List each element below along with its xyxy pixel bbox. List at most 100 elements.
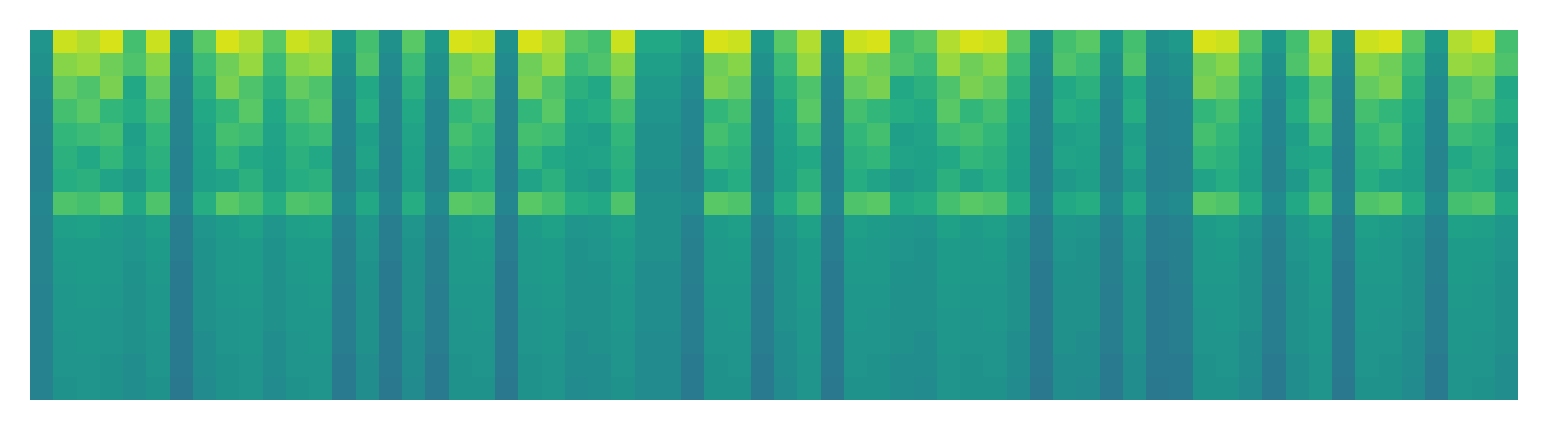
heatmap-cell bbox=[495, 308, 519, 332]
heatmap-cell bbox=[239, 215, 263, 239]
heatmap-cell bbox=[1146, 99, 1170, 123]
heatmap-cell bbox=[867, 308, 891, 332]
heatmap-cell bbox=[1007, 146, 1031, 170]
heatmap-cell bbox=[635, 30, 659, 54]
heatmap-cell bbox=[960, 354, 984, 378]
heatmap-cell bbox=[1169, 192, 1193, 216]
heatmap-cell bbox=[960, 99, 984, 123]
heatmap-cell bbox=[1100, 146, 1124, 170]
heatmap-cell bbox=[356, 284, 380, 308]
heatmap-cell bbox=[1425, 123, 1449, 147]
heatmap-cell bbox=[1239, 192, 1263, 216]
heatmap-cell bbox=[797, 53, 821, 77]
heatmap-cell bbox=[821, 76, 845, 100]
heatmap-cell bbox=[216, 53, 240, 77]
heatmap-cell bbox=[588, 99, 612, 123]
heatmap-cell bbox=[1076, 238, 1100, 262]
heatmap-cell bbox=[681, 261, 705, 285]
heatmap-cell bbox=[1123, 123, 1147, 147]
heatmap-cell bbox=[1402, 192, 1426, 216]
heatmap-cell bbox=[821, 354, 845, 378]
heatmap-cell bbox=[1355, 215, 1379, 239]
heatmap-cell bbox=[263, 76, 287, 100]
heatmap-cell bbox=[751, 169, 775, 193]
heatmap-cell bbox=[1355, 169, 1379, 193]
heatmap-cell bbox=[844, 99, 868, 123]
heatmap-cell bbox=[1495, 215, 1518, 239]
heatmap-cell bbox=[286, 99, 310, 123]
heatmap-cell bbox=[1100, 123, 1124, 147]
heatmap-cell bbox=[1146, 146, 1170, 170]
heatmap-cell bbox=[449, 261, 473, 285]
heatmap-cell bbox=[1123, 76, 1147, 100]
heatmap-cell bbox=[1286, 331, 1310, 355]
heatmap-cell bbox=[1448, 377, 1472, 400]
heatmap-cell bbox=[472, 30, 496, 54]
heatmap-cell bbox=[402, 123, 426, 147]
heatmap-cell bbox=[77, 284, 101, 308]
heatmap-cell bbox=[821, 53, 845, 77]
heatmap-cell bbox=[1239, 99, 1263, 123]
heatmap-cell bbox=[751, 331, 775, 355]
heatmap-cell bbox=[890, 123, 914, 147]
heatmap-cell bbox=[1169, 354, 1193, 378]
heatmap-cell bbox=[1309, 76, 1333, 100]
heatmap-cell bbox=[495, 169, 519, 193]
heatmap-cell bbox=[797, 169, 821, 193]
heatmap-cell bbox=[239, 354, 263, 378]
heatmap-cell bbox=[914, 377, 938, 400]
heatmap-cell bbox=[100, 99, 124, 123]
heatmap-cell bbox=[1309, 192, 1333, 216]
heatmap-cell bbox=[1402, 377, 1426, 400]
heatmap-cell bbox=[728, 30, 752, 54]
heatmap-cell bbox=[1309, 53, 1333, 77]
heatmap-cell bbox=[751, 76, 775, 100]
heatmap-cell bbox=[263, 146, 287, 170]
heatmap-cell bbox=[1379, 192, 1403, 216]
heatmap-cell bbox=[1425, 146, 1449, 170]
heatmap-cell bbox=[890, 76, 914, 100]
heatmap-cell bbox=[1379, 146, 1403, 170]
heatmap-cell bbox=[1053, 146, 1077, 170]
heatmap-cell bbox=[681, 354, 705, 378]
heatmap-cell bbox=[1193, 308, 1217, 332]
heatmap-cell bbox=[565, 284, 589, 308]
heatmap-cell bbox=[1332, 238, 1356, 262]
heatmap-cell bbox=[472, 331, 496, 355]
heatmap-cell bbox=[1286, 146, 1310, 170]
heatmap-cell bbox=[1402, 238, 1426, 262]
heatmap-cell bbox=[309, 215, 333, 239]
heatmap-cell bbox=[1169, 284, 1193, 308]
heatmap-cell bbox=[1030, 30, 1054, 54]
heatmap-cell bbox=[1146, 215, 1170, 239]
heatmap-cell bbox=[1146, 377, 1170, 400]
heatmap-cell bbox=[356, 169, 380, 193]
heatmap-cell bbox=[1332, 215, 1356, 239]
heatmap-cell bbox=[425, 261, 449, 285]
heatmap-cell bbox=[658, 331, 682, 355]
heatmap-cell bbox=[1193, 30, 1217, 54]
heatmap-cell bbox=[1309, 30, 1333, 54]
heatmap-cell bbox=[100, 169, 124, 193]
heatmap-cell bbox=[821, 215, 845, 239]
heatmap-cell bbox=[1146, 308, 1170, 332]
heatmap-cell bbox=[216, 123, 240, 147]
heatmap-cell bbox=[77, 238, 101, 262]
heatmap-cell bbox=[728, 331, 752, 355]
heatmap-cell bbox=[983, 331, 1007, 355]
heatmap-cell bbox=[797, 331, 821, 355]
heatmap-cell bbox=[1379, 53, 1403, 77]
heatmap-cell bbox=[1007, 238, 1031, 262]
heatmap-cell bbox=[1193, 146, 1217, 170]
heatmap-cell bbox=[495, 192, 519, 216]
heatmap-cell bbox=[1448, 146, 1472, 170]
heatmap-cell bbox=[53, 53, 77, 77]
heatmap-cell bbox=[681, 30, 705, 54]
heatmap-cell bbox=[1472, 99, 1496, 123]
heatmap-cell bbox=[1216, 377, 1240, 400]
heatmap-cell bbox=[1123, 308, 1147, 332]
heatmap-cell bbox=[565, 308, 589, 332]
heatmap-cell bbox=[402, 192, 426, 216]
heatmap-cell bbox=[518, 331, 542, 355]
heatmap-cell bbox=[983, 354, 1007, 378]
